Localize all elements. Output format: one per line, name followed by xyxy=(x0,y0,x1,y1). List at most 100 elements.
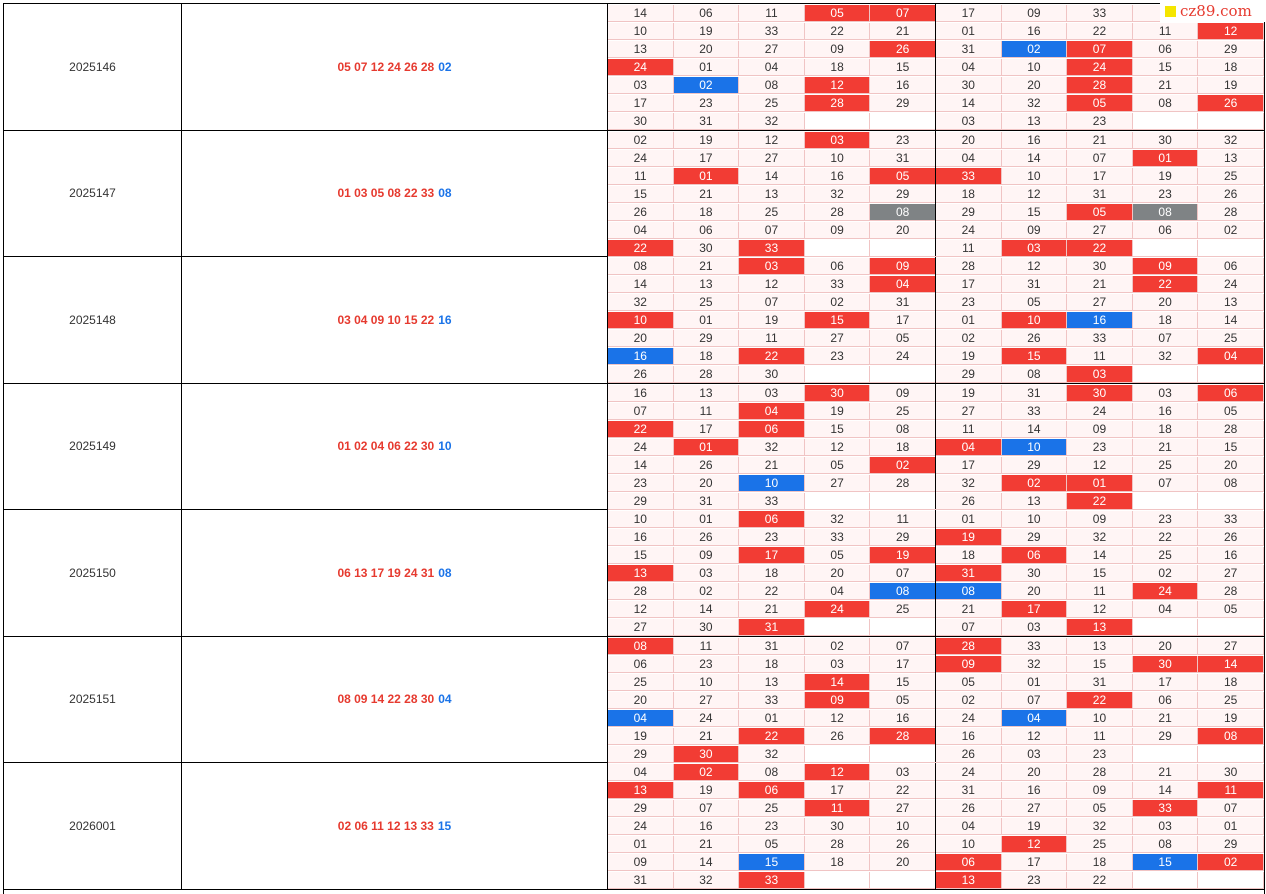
grid-cell: 32 xyxy=(1132,348,1199,365)
grid-cell: 33 xyxy=(1001,402,1068,420)
grid-cell: 25 xyxy=(1198,691,1264,709)
grid-cell: 15 xyxy=(804,312,871,329)
grid-cell: 09 xyxy=(870,384,936,402)
grid-cell: 30 xyxy=(673,239,740,257)
grid-cell: 22 xyxy=(870,782,936,799)
grid-cell: 30 xyxy=(1198,764,1264,781)
grid-cell: 05 xyxy=(804,5,871,22)
grid-cell: 14 xyxy=(739,167,805,185)
grid-cell: 16 xyxy=(804,167,871,185)
grid-cell: 25 xyxy=(1198,167,1264,185)
grid-cell: 20 xyxy=(1001,764,1068,781)
grid-cell: 22 xyxy=(1067,239,1133,257)
grid-cell: 06 xyxy=(1198,258,1264,275)
grid-cell: 33 xyxy=(739,23,805,40)
grid-cell: 13 xyxy=(1198,294,1264,311)
grid-cell: 08 xyxy=(608,258,674,275)
blue-ball-number: 02 xyxy=(438,59,452,74)
grid-cell: 19 xyxy=(673,782,740,799)
grid-cell: 15 xyxy=(804,420,871,438)
grid-cell xyxy=(1198,239,1264,257)
grid-cell: 32 xyxy=(804,185,871,203)
grid-cell: 24 xyxy=(936,221,1002,239)
grid-cell: 29 xyxy=(1001,529,1068,546)
grid-cell: 06 xyxy=(673,221,740,239)
grid-cell: 07 xyxy=(1001,691,1068,709)
grid-cell: 04 xyxy=(1132,601,1199,618)
grid-cell: 28 xyxy=(608,583,674,600)
grid-cell: 31 xyxy=(739,637,805,655)
grid-cell: 13 xyxy=(608,565,674,582)
grid-cell: 10 xyxy=(608,23,674,40)
grid-cell: 29 xyxy=(673,330,740,347)
grid-cell: 31 xyxy=(673,113,740,130)
grid-cell: 18 xyxy=(673,203,740,221)
grid-cell: 07 xyxy=(1132,330,1199,347)
grid-cell: 28 xyxy=(1198,583,1264,600)
grid-cell: 17 xyxy=(739,547,805,564)
grid-cell: 08 xyxy=(870,583,936,600)
grid-cell: 22 xyxy=(1067,23,1133,40)
grid-cell: 05 xyxy=(870,167,936,185)
grid-cell: 06 xyxy=(1001,547,1068,564)
grid-cell xyxy=(1132,492,1199,510)
grid-cell: 22 xyxy=(739,727,805,745)
grid-cell: 07 xyxy=(1067,41,1133,58)
grid-cell: 01 xyxy=(936,312,1002,329)
grid-cell: 04 xyxy=(739,402,805,420)
grid-cell xyxy=(870,745,936,763)
grid-cell: 26 xyxy=(870,836,936,853)
grid-cell: 21 xyxy=(1132,764,1199,781)
blue-ball-number: 08 xyxy=(438,565,452,580)
grid-cell: 26 xyxy=(870,41,936,58)
grid-cell: 20 xyxy=(608,691,674,709)
grid-cell: 33 xyxy=(739,239,805,257)
grid-cell: 33 xyxy=(936,167,1002,185)
grid-cell: 11 xyxy=(673,637,740,655)
grid-cell: 22 xyxy=(739,348,805,365)
grid-cell: 09 xyxy=(673,547,740,564)
grid-cell: 30 xyxy=(804,818,871,835)
grid-cell: 07 xyxy=(739,294,805,311)
grid-cell: 06 xyxy=(739,782,805,799)
winning-numbers: 01 02 04 06 22 30 10 xyxy=(182,383,608,509)
grid-cell: 26 xyxy=(1198,95,1264,112)
grid-cell: 17 xyxy=(673,149,740,167)
grid-divider xyxy=(935,510,936,636)
grid-cell: 15 xyxy=(870,59,936,76)
grid-cell xyxy=(1132,745,1199,763)
grid-cell: 21 xyxy=(673,185,740,203)
grid-cell: 17 xyxy=(936,276,1002,293)
grid-cell: 13 xyxy=(739,185,805,203)
grid-cell: 29 xyxy=(1198,836,1264,853)
grid-cell: 07 xyxy=(870,565,936,582)
grid-cell: 03 xyxy=(1132,384,1199,402)
grid-cell: 11 xyxy=(673,402,740,420)
grid-cell: 33 xyxy=(739,872,805,889)
grid-cell: 03 xyxy=(739,258,805,275)
grid-cell: 11 xyxy=(739,330,805,347)
red-ball-numbers: 03 04 09 10 15 22 xyxy=(337,312,435,327)
grid-cell: 12 xyxy=(1067,456,1133,474)
grid-cell: 08 xyxy=(1198,727,1264,745)
grid-cell: 07 xyxy=(608,402,674,420)
grid-cell: 09 xyxy=(804,41,871,58)
grid-cell: 31 xyxy=(673,492,740,510)
grid-cell: 21 xyxy=(936,601,1002,618)
grid-cell: 10 xyxy=(1001,167,1068,185)
grid-cell: 20 xyxy=(804,565,871,582)
grid-cell: 13 xyxy=(608,782,674,799)
grid-cell: 05 xyxy=(804,547,871,564)
grid-cell: 20 xyxy=(870,854,936,871)
grid-cell: 03 xyxy=(1001,239,1068,257)
grid-cell: 02 xyxy=(673,764,740,781)
grid-cell: 22 xyxy=(1132,276,1199,293)
grid-cell: 04 xyxy=(936,438,1002,456)
grid-cell: 09 xyxy=(1001,5,1068,22)
grid-cell: 24 xyxy=(804,601,871,618)
grid-cell: 17 xyxy=(1132,673,1199,691)
grid-cell: 29 xyxy=(870,185,936,203)
grid-cell: 15 xyxy=(1067,565,1133,582)
grid-cell: 08 xyxy=(1132,95,1199,112)
grid-cell: 21 xyxy=(1132,709,1199,727)
